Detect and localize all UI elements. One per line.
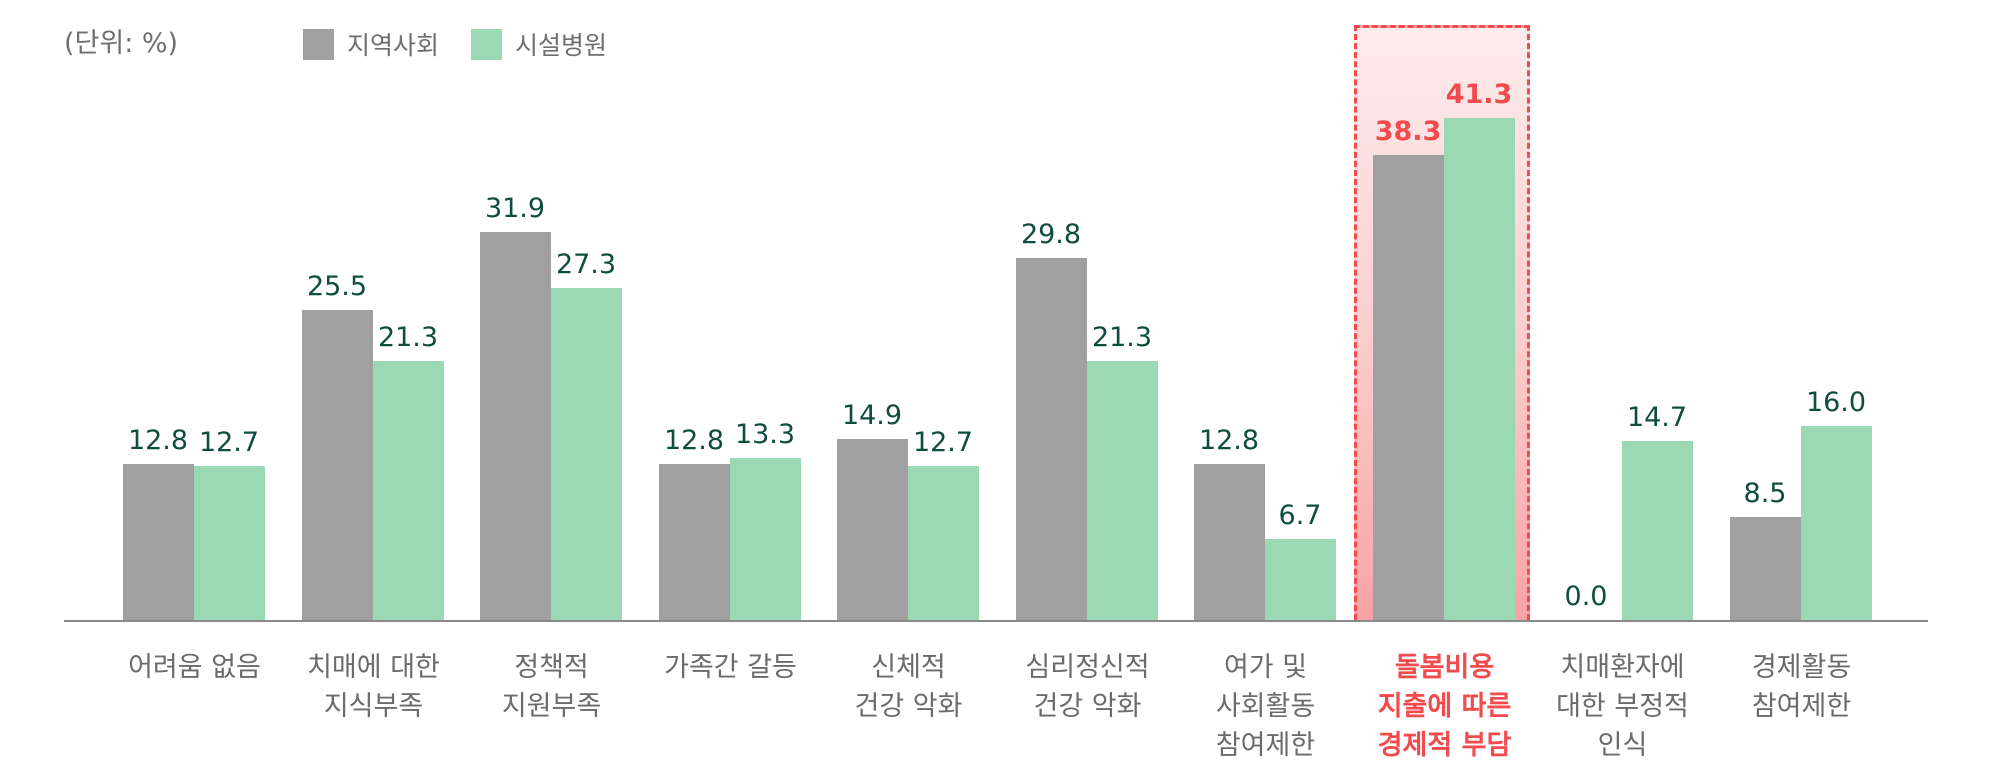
legend-label-facility: 시설병원 [515, 31, 608, 60]
bar-community [1373, 155, 1444, 620]
category-label: 돌봄비용 지출에 따른 경제적 부담 [1377, 652, 1512, 761]
bar-community [1016, 258, 1087, 620]
unit-label: (단위: %) [64, 28, 179, 59]
value-label-facility: 14.7 [1626, 402, 1688, 433]
category-label: 치매에 대한 지식부족 [307, 652, 440, 722]
bar-community [659, 464, 730, 620]
value-label-community: 12.8 [127, 425, 189, 456]
value-label-facility: 12.7 [912, 427, 974, 458]
bar-facility [730, 458, 801, 620]
bar-facility [1444, 118, 1515, 620]
bar-facility [908, 466, 979, 620]
bar-community [837, 439, 908, 620]
value-label-community: 29.8 [1020, 219, 1082, 250]
value-label-facility: 21.3 [1091, 322, 1153, 353]
bar-facility [1622, 441, 1693, 620]
value-label-facility: 27.3 [555, 249, 617, 280]
category-label: 어려움 없음 [128, 652, 261, 683]
legend: 지역사회 시설병원 [303, 27, 639, 61]
bar-community [302, 310, 373, 620]
bar-community [1194, 464, 1265, 620]
category-label: 심리정신적 건강 악화 [1025, 652, 1150, 722]
x-axis [64, 620, 1928, 622]
category-label: 경제활동 참여제한 [1751, 652, 1852, 722]
value-label-facility: 41.3 [1445, 79, 1513, 110]
value-label-community: 8.5 [1743, 478, 1787, 509]
legend-swatch-facility [471, 28, 503, 60]
legend-item-community: 지역사회 [303, 26, 439, 62]
value-label-community: 12.8 [663, 425, 725, 456]
value-label-community: 38.3 [1374, 116, 1442, 147]
bar-community [123, 464, 194, 620]
value-label-facility: 13.3 [734, 419, 796, 450]
value-label-facility: 12.7 [198, 427, 260, 458]
category-label: 여가 및 사회활동 참여제한 [1215, 652, 1316, 761]
legend-item-facility: 시설병원 [471, 26, 607, 62]
bar-community [480, 232, 551, 620]
value-label-facility: 21.3 [377, 322, 439, 353]
category-label: 정책적 지원부족 [501, 652, 602, 722]
bar-facility [1265, 539, 1336, 620]
bar-facility [373, 361, 444, 620]
bar-facility [551, 288, 622, 620]
legend-swatch-community [303, 28, 334, 60]
value-label-community: 25.5 [306, 271, 368, 302]
category-label: 신체적 건강 악화 [854, 652, 963, 722]
value-label-community: 0.0 [1564, 581, 1608, 612]
bar-community [1730, 517, 1801, 620]
category-label: 가족간 갈등 [664, 652, 797, 683]
value-label-community: 14.9 [841, 400, 903, 431]
legend-label-community: 지역사회 [347, 31, 440, 60]
bar-facility [1087, 361, 1158, 620]
category-label: 치매환자에 대한 부정적 인식 [1556, 652, 1689, 761]
value-label-community: 31.9 [484, 193, 546, 224]
value-label-community: 12.8 [1198, 425, 1260, 456]
value-label-facility: 16.0 [1805, 387, 1867, 418]
value-label-facility: 6.7 [1278, 500, 1322, 531]
bar-facility [194, 466, 265, 620]
bar-facility [1801, 426, 1872, 620]
